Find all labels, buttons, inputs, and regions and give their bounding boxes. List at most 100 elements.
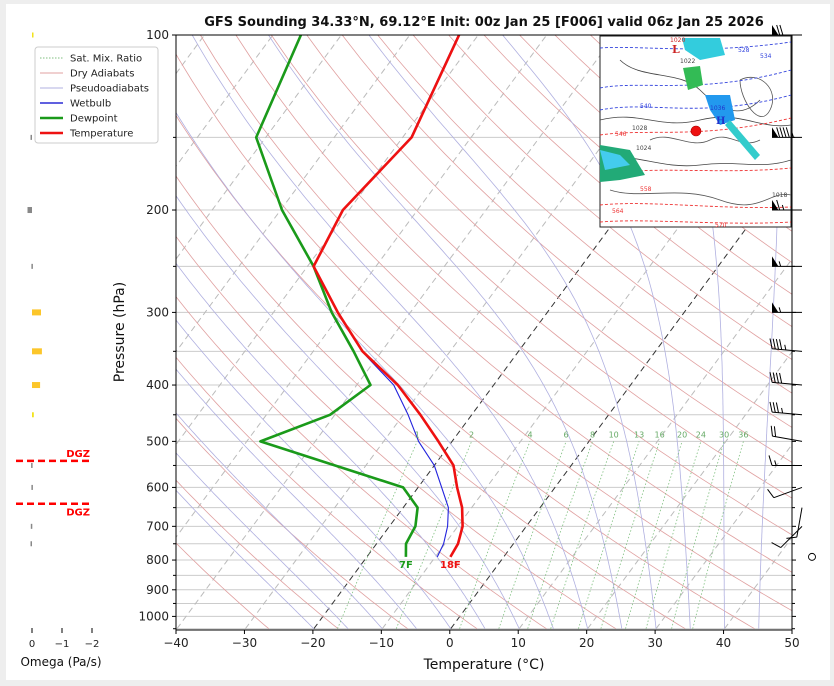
omega-axis-title: Omega (Pa/s) [20, 655, 101, 669]
mixing-ratio-labels: 1 2 4 6 8 10 13 16 20 24 30 36 [415, 430, 749, 439]
inset-map: 1020 1022 1036 1024 1028 1018 546 540 55… [599, 35, 792, 228]
wind-barb-half [781, 407, 784, 414]
y-tick-label: 500 [146, 434, 169, 448]
x-tick-label: 20 [579, 636, 594, 650]
dry-adiabat [176, 53, 792, 612]
x-tick-label: 0 [446, 636, 454, 650]
x-tick-label: 30 [647, 636, 662, 650]
map-height-contour [600, 167, 791, 176]
wind-barb-full [771, 542, 782, 548]
map-label: 564 [612, 208, 624, 215]
omega-bar [32, 412, 34, 418]
omega-bar [32, 32, 34, 38]
map-height-contour [600, 203, 791, 209]
wind-barb-full [775, 402, 779, 413]
mixing-ratio-line [625, 441, 683, 629]
mixing-ratio-label: 24 [696, 430, 706, 439]
wind-barb-icon [772, 302, 802, 313]
dry-adiabat [270, 35, 792, 499]
mixing-ratio-label: 8 [590, 430, 595, 439]
wind-barb-full [786, 536, 797, 539]
chart-title: GFS Sounding 34.33°N, 69.12°E Init: 00z … [204, 15, 764, 30]
dry-adiabat [176, 479, 339, 630]
wind-barbs [767, 24, 816, 561]
mixing-ratio-label: 10 [609, 430, 619, 439]
mixing-ratio-label: 2 [469, 430, 474, 439]
omega-bar [32, 348, 42, 355]
map-contour [600, 116, 791, 127]
omega-bar [31, 484, 33, 490]
map-contour [609, 189, 791, 206]
mixing-ratio-line [498, 441, 567, 629]
wind-barb-staff [772, 381, 803, 386]
x-tick-label: −10 [369, 636, 394, 650]
dry-adiabat [483, 35, 792, 295]
wind-barb-full [773, 426, 777, 437]
map-label: 1024 [636, 145, 651, 152]
isotherm [176, 35, 342, 260]
map-precip-area [600, 150, 630, 170]
wind-barb-icon [772, 256, 802, 267]
wind-barb-icon [771, 525, 803, 548]
wind-barb-icon [786, 507, 803, 539]
wind-barb-icon [767, 486, 803, 499]
wind-barb-full [775, 338, 779, 350]
isotherm [518, 258, 792, 630]
wind-barb-flag [772, 302, 779, 313]
wind-barb-full [779, 339, 783, 350]
mixing-ratio-line [459, 441, 531, 629]
map-precip-area [682, 38, 725, 60]
map-precip-area [705, 95, 735, 125]
map-height-contour [600, 69, 791, 89]
map-label: 1028 [632, 125, 647, 132]
omega-panel: DGZ DGZ 0 −1 −2 [16, 32, 99, 650]
wind-barb-icon [769, 338, 803, 352]
omega-bar [32, 309, 41, 316]
profile-lines [254, 35, 464, 558]
pseudoadiabat [176, 452, 349, 629]
wind-barb-full [772, 402, 776, 413]
highlighted-isotherm [450, 165, 792, 630]
dry-adiabat [235, 35, 792, 536]
x-tick-label: 50 [784, 636, 799, 650]
wind-barb-full [775, 372, 779, 384]
isotherm [176, 35, 274, 168]
dewpoint-profile [254, 35, 419, 557]
wind-barb-half [791, 132, 794, 138]
dry-adiabat [306, 35, 792, 463]
pseudoadiabat [502, 35, 691, 629]
pseudoadiabat [176, 195, 520, 629]
map-height-contour [600, 41, 791, 50]
wind-barb-full [779, 127, 784, 138]
legend-label: Sat. Mix. Ratio [70, 54, 142, 65]
wind-barb-full [779, 24, 784, 36]
pseudoadiabat [176, 368, 417, 629]
mixing-ratio-line [395, 441, 472, 629]
map-label: 1018 [772, 192, 787, 199]
wind-barb-icon [769, 401, 803, 416]
wind-barb-full [772, 372, 776, 383]
skewt-chart: GFS Sounding 34.33°N, 69.12°E Init: 00z … [16, 15, 816, 673]
y-tick-label: 600 [146, 480, 169, 494]
map-height-contour [600, 94, 791, 111]
x-tick-label: −30 [232, 636, 257, 650]
wind-barb-full [782, 127, 787, 138]
mixing-ratio-label: 36 [738, 430, 748, 439]
dry-adiabat [341, 35, 792, 428]
y-axis-title: Pressure (hPa) [112, 282, 128, 382]
wind-barb-icon [768, 455, 802, 466]
wind-barb-staff [772, 411, 803, 416]
y-tick-label: 300 [146, 305, 169, 319]
plot-frame [175, 34, 793, 631]
wind-barb-flag [772, 256, 779, 267]
map-label: 1036 [710, 105, 725, 112]
omega-bar [30, 134, 32, 140]
wind-barb-full [779, 372, 783, 384]
isotherm [176, 35, 548, 539]
pseudoadiabat [758, 35, 780, 629]
mixing-ratio-line [645, 441, 702, 629]
x-axis-title: Temperature (°C) [423, 657, 545, 673]
map-contour [619, 59, 761, 112]
wind-barb-full [776, 24, 781, 36]
wind-barb-full [776, 199, 781, 211]
